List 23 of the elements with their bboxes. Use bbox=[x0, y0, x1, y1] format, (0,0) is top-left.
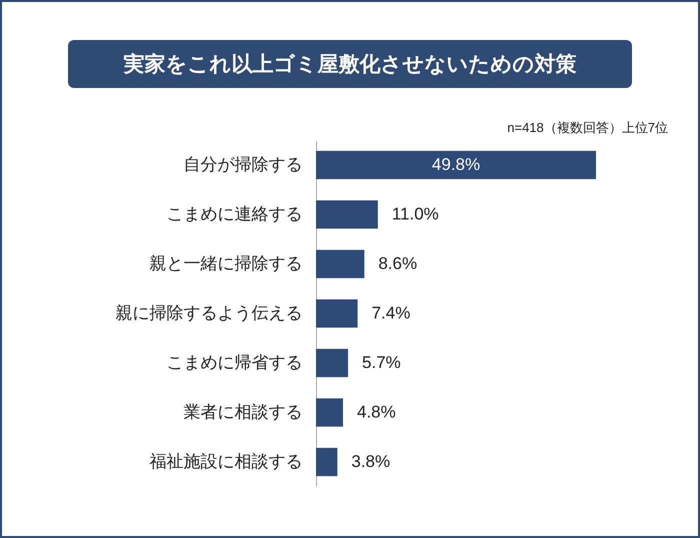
y-tick-label: 業者に相談する bbox=[184, 402, 302, 422]
bar bbox=[316, 200, 378, 229]
data-label: 11.0% bbox=[392, 204, 439, 224]
y-tick-label: 親に掃除するよう伝える bbox=[116, 304, 302, 322]
data-label: 4.8% bbox=[356, 402, 396, 422]
data-label: 49.8% bbox=[432, 155, 480, 174]
bar bbox=[316, 299, 358, 328]
data-label: 5.7% bbox=[362, 353, 401, 372]
y-tick-label: 自分が掃除する bbox=[184, 155, 302, 174]
bar bbox=[316, 250, 364, 278]
y-tick-label: 福祉施設に相談する bbox=[150, 452, 302, 471]
data-label: 8.6% bbox=[378, 254, 418, 273]
bar bbox=[316, 448, 338, 476]
chart-subtitle: n=418（複数回答）上位7位 bbox=[507, 119, 668, 137]
y-tick-label: こまめに連絡する bbox=[166, 204, 302, 224]
data-label: 3.8% bbox=[351, 452, 390, 471]
y-tick-label: こまめに帰省する bbox=[166, 353, 302, 372]
y-tick-label: 親と一緒に掃除する bbox=[150, 254, 302, 273]
data-label: 7.4% bbox=[372, 304, 410, 322]
chart-title: 実家をこれ以上ゴミ屋敷化させないための対策 bbox=[68, 40, 632, 88]
bar bbox=[316, 398, 343, 427]
bar bbox=[316, 348, 348, 378]
bar bbox=[316, 150, 596, 180]
